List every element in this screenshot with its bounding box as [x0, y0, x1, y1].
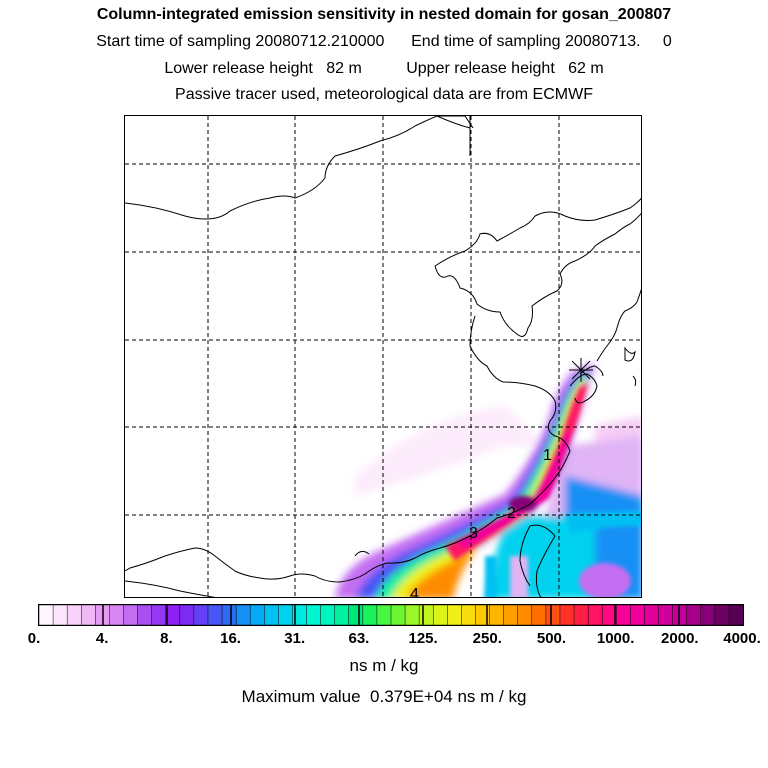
colorbar-swatch [658, 605, 674, 625]
colorbar-swatch [306, 605, 322, 625]
release-height-line: Lower release height 82 m Upper release … [164, 60, 604, 77]
colorbar-swatch [334, 605, 350, 625]
units-label: ns m / kg [349, 656, 419, 675]
colorbar-swatch [461, 605, 477, 625]
colorbar-swatch [418, 605, 434, 625]
colorbar-swatch [362, 605, 378, 625]
colorbar-swatch [390, 605, 406, 625]
contour-label-4: 4 [410, 586, 419, 598]
contour-label-3: 3 [469, 525, 478, 542]
colorbar-swatch [376, 605, 392, 625]
sensitivity-field [335, 364, 641, 597]
sampling-time-line: Start time of sampling 20080712.210000 E… [96, 33, 672, 50]
colorbar-swatch [179, 605, 195, 625]
colorbar-swatch [66, 605, 82, 625]
colorbar-swatch [52, 605, 68, 625]
colorbar-swatch [644, 605, 660, 625]
colorbar-swatch [207, 605, 223, 625]
colorbar-swatch [165, 605, 181, 625]
star-icon [569, 358, 593, 382]
colorbar [38, 604, 744, 626]
colorbar-swatch [686, 605, 702, 625]
colorbar-tick-label: 31. [284, 630, 306, 647]
colorbar-tick-label: 0. [27, 630, 41, 647]
colorbar-swatch [700, 605, 716, 625]
page-title: Column-integrated emission sensitivity i… [96, 6, 672, 23]
colorbar-swatch [320, 605, 336, 625]
colorbar-swatch [630, 605, 646, 625]
colorbar-tick-label: 16. [220, 630, 241, 647]
colorbar-tick-label: 4. [95, 630, 109, 647]
colorbar-swatch [531, 605, 547, 625]
colorbar-swatch [728, 605, 743, 625]
colorbar-swatch [587, 605, 603, 625]
tracer-info-line: Passive tracer used, meteorological data… [175, 86, 593, 103]
colorbar-swatch [447, 605, 463, 625]
colorbar-swatch [193, 605, 209, 625]
colorbar-swatch [278, 605, 294, 625]
colorbar-swatch [235, 605, 251, 625]
colorbar-swatch [39, 605, 54, 625]
colorbar-swatch [249, 605, 266, 625]
colorbar-tick-label: 250. [472, 630, 502, 647]
colorbar-swatch [489, 605, 505, 625]
colorbar-swatch [123, 605, 139, 625]
colorbar-swatch [616, 605, 632, 625]
colorbar-swatch [517, 605, 533, 625]
colorbar-tick-label: 2000. [661, 630, 699, 647]
graticule [125, 116, 641, 597]
colorbar-tick-label: 125. [408, 630, 438, 647]
colorbar-swatch [221, 605, 237, 625]
colorbar-swatch [672, 605, 688, 625]
colorbar-swatch [137, 605, 153, 625]
colorbar-swatch [348, 605, 364, 625]
contour-label-1: 1 [543, 447, 552, 464]
colorbar-swatch [404, 605, 420, 625]
colorbar-swatch [151, 605, 167, 625]
colorbar-ticks: 0. 4. 8. 16. 31. 63. 125. 250. 500. 1000. 2000. 400… [0, 630, 768, 650]
colorbar-swatch [264, 605, 280, 625]
colorbar-swatch [80, 605, 97, 625]
maximum-value: Maximum value 0.379E+04 ns m / kg [241, 687, 527, 706]
colorbar-swatch [545, 605, 561, 625]
colorbar-tick-label: 4000. [723, 630, 761, 647]
colorbar-tick-label: 500. [536, 630, 567, 647]
contour-label-2: 2 [507, 505, 516, 522]
sensitivity-map: 1 2 3 4 [124, 115, 642, 598]
colorbar-tick-label: 8. [160, 630, 173, 647]
colorbar-swatch [109, 605, 125, 625]
colorbar-tick-label: 63. [348, 630, 370, 647]
colorbar-swatch [714, 605, 730, 625]
colorbar-swatch [573, 605, 589, 625]
colorbar-swatch [475, 605, 491, 625]
colorbar-swatch [432, 605, 449, 625]
colorbar-tick-label: 1000. [596, 630, 635, 647]
colorbar-swatch [503, 605, 519, 625]
colorbar-swatch [559, 605, 575, 625]
